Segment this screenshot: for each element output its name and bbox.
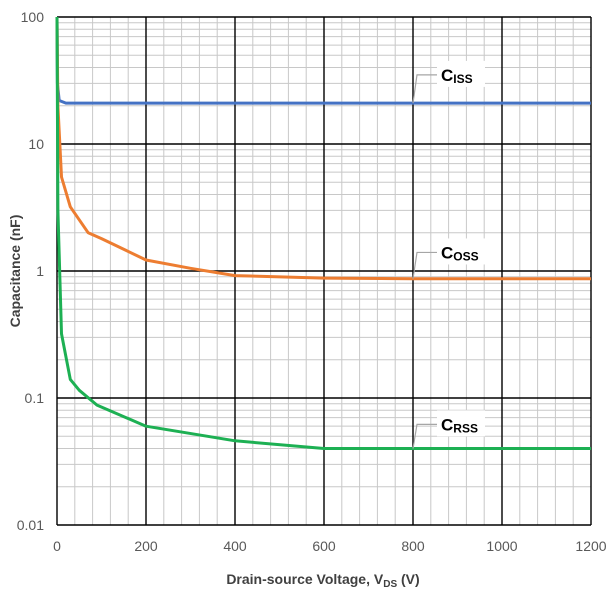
label-bg-oss: [437, 238, 485, 265]
series-line-oss: [55, 16, 591, 281]
x-tick-label: 200: [134, 538, 158, 554]
x-axis-title-main: Drain-source Voltage, V: [226, 571, 384, 587]
leader-line-iss: [412, 74, 437, 104]
y-tick-label: 100: [21, 9, 45, 25]
series-line-rss: [55, 16, 591, 450]
y-tick-label: 10: [28, 136, 44, 152]
y-tick-label: 0.01: [17, 517, 44, 533]
y-tick-label: 0.1: [25, 390, 45, 406]
leader-line-rss: [412, 423, 437, 449]
series-label-sub: OSS: [453, 249, 478, 263]
x-axis-title: Drain-source Voltage, VDS (V): [226, 571, 419, 590]
series-label-main: C: [441, 243, 453, 262]
series-label-sub: RSS: [453, 421, 478, 435]
x-tick-label: 1000: [486, 538, 517, 554]
x-axis-title-sub: DS: [383, 579, 397, 590]
x-tick-label: 800: [401, 538, 425, 554]
x-tick-label: 600: [312, 538, 336, 554]
label-bg-rss: [437, 410, 485, 437]
y-tick-label: 1: [36, 263, 44, 279]
y-tick-labels: 0.01 0.1 1 10 100: [17, 9, 44, 533]
x-tick-label: 400: [223, 538, 247, 554]
x-tick-labels: 0 200 400 600 800 1000 1200: [53, 538, 607, 554]
series-label-oss: COSS: [441, 243, 479, 263]
x-axis-title-unit: (V): [397, 571, 420, 587]
series-lines: [55, 16, 591, 450]
series-label-main: C: [441, 66, 453, 85]
label-bg-iss: [437, 60, 485, 87]
series-label-iss: CISS: [441, 66, 473, 86]
y-axis-title: Capacitance (nF): [7, 215, 23, 328]
x-tick-label: 0: [53, 538, 61, 554]
series-label-sub: ISS: [453, 72, 472, 86]
leader-line-oss: [412, 251, 437, 279]
series-label-main: C: [441, 415, 453, 434]
x-tick-label: 1200: [575, 538, 606, 554]
series-label-rss: CRSS: [441, 415, 478, 435]
